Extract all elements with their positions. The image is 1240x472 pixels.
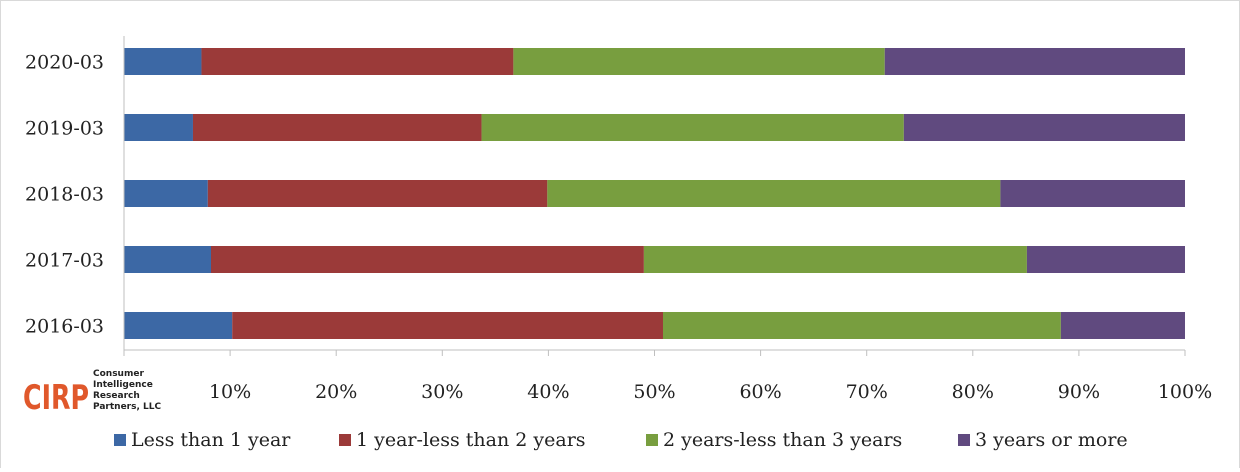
logo-line-1: Consumer (93, 369, 144, 379)
bar-2017-03-series-2 (643, 246, 1027, 273)
category-label: 2018-03 (25, 184, 104, 206)
logo-line-3: Research (93, 391, 140, 401)
x-tick-label: 70% (846, 381, 888, 403)
category-label: 2016-03 (25, 316, 104, 338)
category-label: 2017-03 (25, 250, 104, 272)
x-tick-label: 30% (421, 381, 463, 403)
legend: Less than 1 year 1 year-less than 2 years… (114, 429, 1128, 451)
legend-label: 3 years or more (975, 429, 1128, 451)
bar-2020-03-series-0 (124, 48, 202, 75)
cirp-logo: CIRP Consumer Intelligence Research Part… (23, 369, 161, 418)
bar-2016-03-series-1 (232, 312, 663, 339)
x-tick-label: 50% (633, 381, 675, 403)
legend-swatch (958, 434, 970, 446)
legend-swatch (339, 434, 351, 446)
x-tick-label: 100% (1158, 381, 1212, 403)
x-tick-label: 20% (315, 381, 357, 403)
bar-2020-03-series-1 (201, 48, 514, 75)
bar-2017-03-series-1 (211, 246, 644, 273)
bar-2016-03-series-3 (1060, 312, 1185, 339)
x-tick-label: 90% (1058, 381, 1100, 403)
bar-2016-03-series-0 (124, 312, 233, 339)
category-labels: 2020-03 2019-03 2018-03 2017-03 2016-03 (25, 52, 104, 338)
bar-2019-03-series-3 (903, 114, 1185, 141)
bar-2019-03-series-0 (124, 114, 193, 141)
x-tick-label: 80% (952, 381, 994, 403)
bar-2018-03-series-2 (547, 180, 1001, 207)
legend-label: 2 years-less than 3 years (663, 429, 902, 451)
bar-2017-03-series-0 (124, 246, 212, 273)
x-tick-label: 60% (739, 381, 781, 403)
bar-2020-03-series-3 (884, 48, 1185, 75)
logo-brand: CIRP (23, 378, 89, 418)
bar-2019-03-series-1 (192, 114, 482, 141)
bar-2018-03-series-0 (124, 180, 208, 207)
category-label: 2019-03 (25, 118, 104, 140)
bar-2016-03-series-2 (662, 312, 1061, 339)
bar-2019-03-series-2 (481, 114, 904, 141)
logo-line-2: Intelligence (93, 380, 153, 390)
bar-2020-03-series-2 (513, 48, 885, 75)
legend-swatch (114, 434, 126, 446)
bar-2018-03-series-1 (207, 180, 548, 207)
category-label: 2020-03 (25, 52, 104, 74)
legend-swatch (646, 434, 658, 446)
x-tick-label: 10% (209, 381, 251, 403)
bar-2018-03-series-3 (1000, 180, 1185, 207)
bar-2017-03-series-3 (1026, 246, 1185, 273)
x-tick-label: 40% (527, 381, 569, 403)
legend-label: Less than 1 year (131, 429, 291, 451)
bars-layer (124, 48, 1185, 339)
legend-label: 1 year-less than 2 years (356, 429, 586, 451)
logo-line-4: Partners, LLC (93, 402, 161, 412)
x-axis: 10% 20% 30% 40% 50% 60% 70% 80% 90% 100% (123, 36, 1212, 403)
